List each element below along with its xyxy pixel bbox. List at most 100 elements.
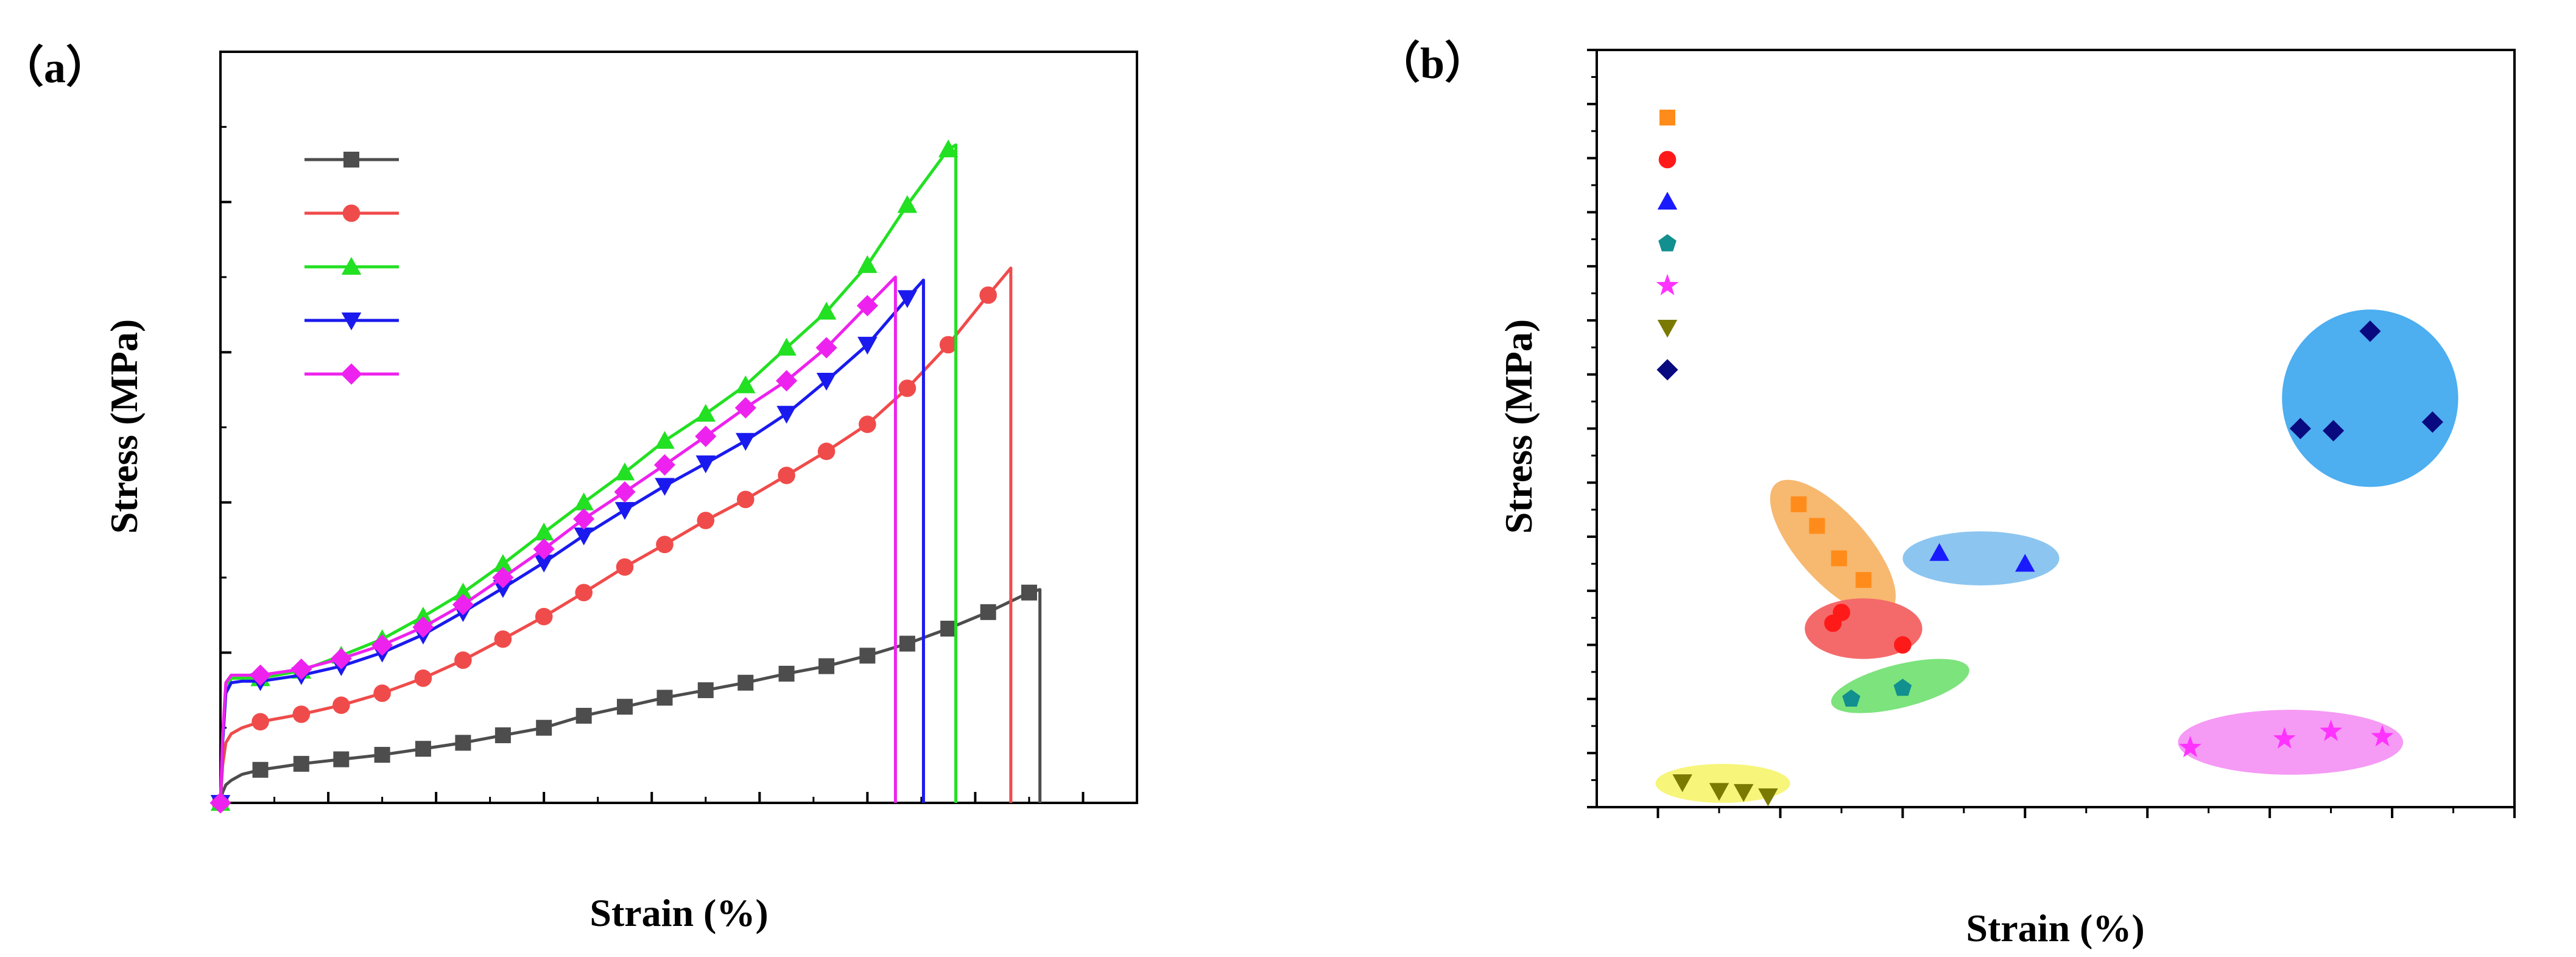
panel-a-stress-strain-chart: （a） Strain (%) Stress (MPa) [0, 43, 1138, 934]
data-point-wpcu-1 [535, 607, 553, 626]
data-point-wpcu-4 [290, 658, 312, 680]
data-point-wpcu-4 [412, 616, 434, 638]
data-point-aeaps [2371, 725, 2394, 747]
legend-marker-aptes [1659, 110, 1675, 125]
data-point-wpcu-1 [656, 535, 674, 554]
data-point-aeaps [2178, 735, 2202, 758]
data-point-wpcu-2 [413, 606, 434, 625]
data-point-wpcu-4 [614, 481, 636, 503]
data-point-wpcu-0 [697, 682, 714, 699]
data-point-wpcu-0 [575, 707, 592, 724]
data-point-wpcu-4 [452, 593, 474, 616]
data-point-wpcu-1 [575, 584, 593, 602]
legend-marker-moh-s [1657, 191, 1678, 210]
data-point-aptes [1831, 550, 1847, 567]
data-point-iha-and-uv-curable [1894, 636, 1912, 654]
data-point-wpcu-1 [373, 684, 391, 702]
cluster-ellipse-moh-s [1902, 531, 2060, 585]
data-point-wpcu-2 [614, 462, 635, 481]
data-point-aeaptms [1709, 783, 1730, 801]
data-point-wpcu-2 [493, 554, 513, 572]
data-point-moh-s [2015, 554, 2035, 572]
panel-b-legend [1656, 110, 1679, 381]
data-point-wpcu-4 [371, 634, 393, 656]
data-point-wpcu-3 [493, 580, 513, 598]
data-point-wpcu-3 [695, 455, 716, 473]
data-point-wpcu-3 [533, 554, 554, 573]
data-point-aptes [1809, 518, 1825, 534]
data-point-wpcu-4 [815, 337, 837, 359]
legend-marker-wpcu-3 [341, 313, 362, 331]
data-point-wpcu-0 [616, 699, 633, 715]
data-point-wpcu-1 [494, 630, 512, 648]
data-point-wpcu-0 [1021, 584, 1037, 601]
legend-marker-iha-and-uv-curable [1658, 150, 1677, 169]
data-point-this-work [2289, 417, 2311, 440]
data-point-wpcu-4 [856, 295, 878, 317]
data-point-iboa-and-uv-curable [1842, 689, 1860, 707]
data-point-wpcu-0 [656, 690, 673, 706]
legend-marker-wpcu-2 [341, 256, 362, 275]
legend-marker-wpcu-4 [340, 363, 362, 385]
data-point-this-work [2323, 420, 2345, 442]
data-point-aeaps [2320, 719, 2343, 741]
cluster-ellipse-this-work [2282, 309, 2458, 487]
data-point-moh-s [1929, 543, 1949, 561]
data-point-wpcu-2 [776, 337, 797, 356]
panel-b-comparison-chart: （b） Strain (%) Stress (MPa) [1376, 39, 2516, 950]
data-point-wpcu-1 [454, 651, 472, 669]
data-point-wpcu-3 [614, 502, 635, 520]
data-point-wpcu-4 [209, 792, 231, 814]
data-point-wpcu-0 [252, 761, 269, 778]
data-point-wpcu-1 [292, 705, 311, 723]
data-point-wpcu-2 [453, 582, 473, 601]
data-point-wpcu-3 [736, 433, 756, 451]
data-point-wpcu-4 [533, 538, 555, 560]
data-point-wpcu-3 [574, 528, 594, 546]
data-point-iboa-and-uv-curable [1893, 679, 1912, 696]
data-point-aptes [1790, 496, 1807, 512]
data-point-wpcu-1 [333, 696, 350, 715]
data-point-wpcu-1 [736, 490, 755, 509]
data-point-wpcu-1 [979, 286, 997, 304]
data-point-wpcu-1 [898, 380, 917, 397]
data-point-wpcu-1 [252, 713, 269, 731]
data-point-wpcu-4 [330, 648, 352, 669]
data-point-wpcu-2 [574, 492, 594, 510]
data-point-wpcu-2 [736, 375, 756, 394]
data-point-wpcu-3 [776, 406, 797, 424]
data-point-aeaptms [1672, 774, 1692, 793]
legend-marker-aeaptms [1657, 320, 1678, 338]
panel-a-title: （a） [0, 43, 110, 92]
cluster-ellipse-aeaps [2178, 710, 2404, 775]
data-point-wpcu-4 [734, 397, 756, 418]
panel-a-axes [219, 51, 1085, 804]
legend-marker-iboa-and-uv-curable [1658, 234, 1677, 252]
data-point-wpcu-0 [818, 658, 835, 674]
data-point-wpcu-1 [414, 669, 432, 687]
series-line-wpcu-1 [219, 266, 1013, 803]
data-point-wpcu-4 [776, 370, 798, 392]
data-point-wpcu-1 [817, 442, 836, 461]
data-point-wpcu-0 [778, 665, 795, 682]
data-point-wpcu-4 [695, 425, 717, 447]
data-point-wpcu-0 [494, 727, 511, 744]
data-point-wpcu-3 [857, 336, 878, 355]
data-point-wpcu-2 [857, 255, 878, 274]
data-point-wpcu-1 [697, 512, 715, 529]
data-point-wpcu-0 [940, 620, 957, 637]
data-point-wpcu-1 [616, 558, 634, 576]
data-point-wpcu-4 [249, 664, 272, 686]
series-line-wpcu-3 [219, 278, 925, 803]
panel-b-title: （b） [1376, 39, 1488, 88]
data-point-wpcu-0 [899, 635, 915, 652]
data-point-aeaptms [1733, 784, 1754, 802]
panel-a-y-axis-label: Stress (MPa) [102, 319, 146, 534]
data-point-wpcu-4 [573, 508, 595, 530]
series-line-wpcu-0 [219, 588, 1042, 803]
panel-b-y-axis-label: Stress (MPa) [1497, 319, 1540, 534]
panel-b-series [1672, 320, 2443, 807]
data-point-wpcu-0 [980, 604, 996, 620]
legend-marker-wpcu-1 [342, 204, 361, 222]
